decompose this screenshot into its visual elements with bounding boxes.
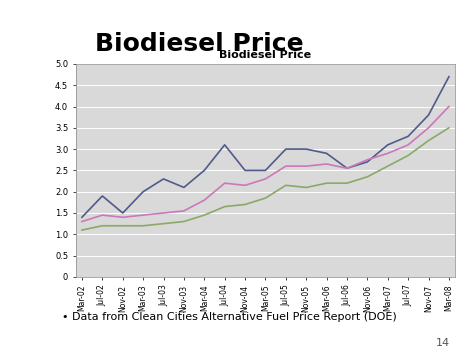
Text: • Data from Clean Cities Alternative Fuel Price Report (DOE): • Data from Clean Cities Alternative Fue… [62, 312, 396, 322]
Text: 14: 14 [436, 338, 450, 348]
Title: Biodiesel Price: Biodiesel Price [219, 50, 311, 60]
Text: Biodiesel Price: Biodiesel Price [95, 32, 303, 56]
